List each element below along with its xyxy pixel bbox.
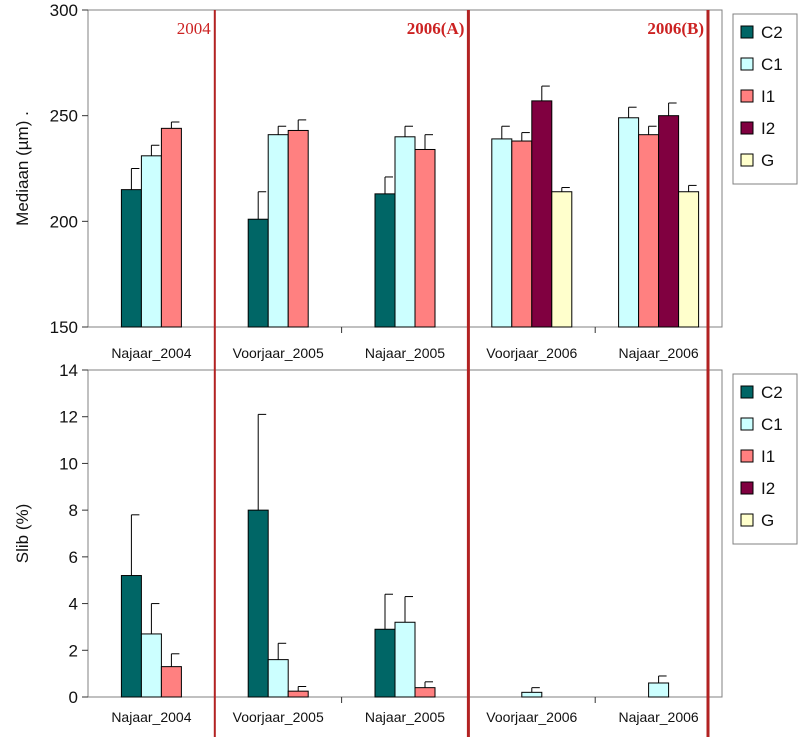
- x-tick-label: Voorjaar_2006: [486, 709, 577, 725]
- legend-swatch-G: [740, 153, 754, 167]
- legend-swatch-C2: [740, 25, 754, 39]
- y-tick-label: 0: [69, 688, 78, 707]
- chart-panel-1: 150 200 250 300 Mediaan (µm) . Najaar_2004 Voo…: [13, 1, 798, 361]
- legend-label-I2: I2: [761, 119, 775, 138]
- x-tick-label: Najaar_2006: [619, 709, 699, 725]
- bar-C2: [374, 628, 396, 698]
- legend-swatch-I1: [740, 449, 754, 463]
- bar-I1: [638, 134, 660, 328]
- bar-G: [678, 191, 700, 328]
- bar-C1: [140, 633, 162, 698]
- bar-C1: [618, 117, 640, 328]
- y-axis-label: Slib (%): [13, 504, 32, 564]
- bar-C2: [247, 509, 269, 698]
- bar-C2: [247, 218, 269, 328]
- y-tick-label: 14: [59, 361, 78, 380]
- bar-I1: [160, 127, 182, 328]
- legend-label-I1: I1: [761, 87, 775, 106]
- legend-swatch-C1: [740, 417, 754, 431]
- chart-panel-2: 0 2 4 6 8 10 12 14 Slib (%) Najaar_2004 Voorjaar_2…: [13, 361, 798, 725]
- bar-G: [551, 191, 573, 328]
- legend-label-C1: C1: [761, 415, 783, 434]
- y-tick-label: 4: [69, 595, 78, 614]
- y-tick-label: 6: [69, 548, 78, 567]
- marker-label-3: 2006(B): [647, 19, 704, 38]
- bar-C1: [394, 621, 416, 698]
- bar-I1: [287, 690, 309, 698]
- bar-C1: [491, 138, 513, 328]
- bar-I1: [160, 666, 182, 698]
- legend-label-C1: C1: [761, 55, 783, 74]
- legend-swatch-C1: [740, 57, 754, 71]
- y-tick-label: 12: [59, 408, 78, 427]
- x-tick-label: Najaar_2005: [365, 345, 445, 361]
- legend-swatch-I2: [740, 121, 754, 135]
- legend-label-G: G: [761, 151, 774, 170]
- bar-I2: [658, 115, 680, 328]
- legend-label-I2: I2: [761, 479, 775, 498]
- bar-I1: [414, 687, 436, 698]
- bar-C2: [374, 193, 396, 328]
- legend-label-G: G: [761, 511, 774, 530]
- bar-C1: [521, 691, 543, 698]
- x-tick-label: Najaar_2005: [365, 709, 445, 725]
- legend-label-C2: C2: [761, 23, 783, 42]
- x-tick-label: Voorjaar_2005: [233, 345, 324, 361]
- bar-C1: [140, 155, 162, 328]
- y-tick-label: 250: [50, 107, 78, 126]
- bar-C1: [648, 682, 670, 698]
- x-tick-label: Voorjaar_2005: [233, 709, 324, 725]
- y-tick-label: 300: [50, 1, 78, 20]
- y-tick-label: 200: [50, 212, 78, 231]
- x-tick-label: Najaar_2006: [619, 345, 699, 361]
- x-tick-label: Najaar_2004: [111, 345, 191, 361]
- bar-I1: [287, 129, 309, 328]
- marker-label-2: 2006(A): [407, 19, 465, 38]
- legend-swatch-I1: [740, 89, 754, 103]
- marker-label-1: 2004: [177, 19, 212, 38]
- y-tick-label: 8: [69, 501, 78, 520]
- bar-I1: [414, 148, 436, 328]
- y-tick-label: 10: [59, 454, 78, 473]
- bar-C1: [394, 136, 416, 328]
- legend-swatch-C2: [740, 385, 754, 399]
- legend-swatch-I2: [740, 481, 754, 495]
- y-axis-label: Mediaan (µm) .: [13, 111, 32, 226]
- bar-I1: [511, 140, 533, 328]
- bar-C2: [120, 575, 142, 698]
- y-tick-label: 2: [69, 641, 78, 660]
- legend-swatch-G: [740, 513, 754, 527]
- legend-label-C2: C2: [761, 383, 783, 402]
- bar-I2: [531, 100, 553, 328]
- x-tick-label: Voorjaar_2006: [486, 345, 577, 361]
- bar-C1: [267, 134, 289, 328]
- bar-C1: [267, 659, 289, 698]
- bar-C2: [120, 189, 142, 328]
- legend-label-I1: I1: [761, 447, 775, 466]
- y-tick-label: 150: [50, 318, 78, 337]
- x-tick-label: Najaar_2004: [111, 709, 191, 725]
